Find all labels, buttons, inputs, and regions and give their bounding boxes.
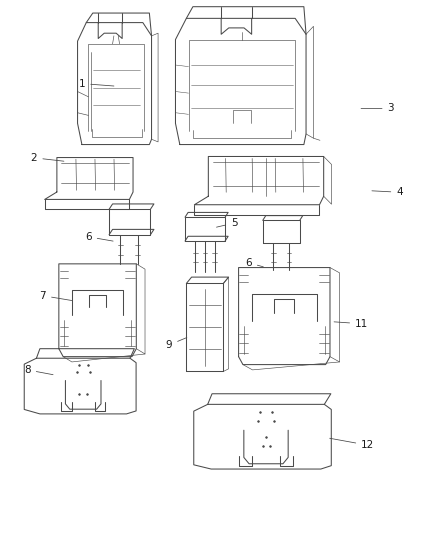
Text: 11: 11 [334,319,368,329]
Text: 12: 12 [330,438,374,450]
Text: 1: 1 [78,78,114,88]
Text: 9: 9 [166,337,187,350]
Text: 5: 5 [216,218,237,228]
Text: 6: 6 [245,258,263,268]
Text: 3: 3 [361,103,394,114]
Text: 6: 6 [85,232,113,242]
Text: 2: 2 [31,153,64,163]
Text: 8: 8 [24,365,53,375]
Text: 4: 4 [372,187,403,197]
Text: 7: 7 [39,290,72,301]
